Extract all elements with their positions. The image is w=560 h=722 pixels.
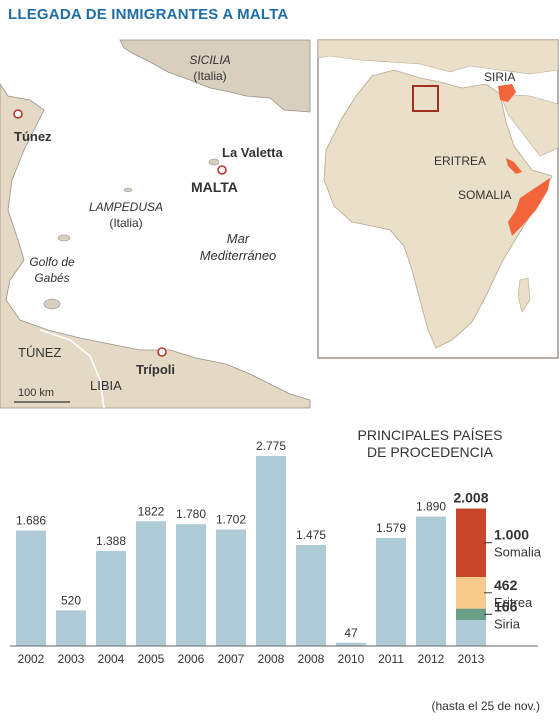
breakdown-name-somalia: Somalia	[494, 545, 542, 560]
bar-2003-1	[56, 610, 86, 646]
bars-group	[16, 456, 446, 646]
chart-title: LLEGADA DE INMIGRANTES A MALTA	[8, 6, 289, 23]
x-tick-11: 2013	[458, 652, 485, 666]
siria-label: SIRIA	[484, 70, 515, 84]
libia-label: LIBIA	[90, 378, 122, 393]
value-label-1: 520	[61, 593, 81, 607]
lampedusa-island	[123, 187, 133, 193]
value-label-4: 1.780	[176, 507, 206, 521]
bar-chart: PRINCIPALES PAÍSES DE PROCEDENCIA 1.686 5…	[10, 427, 542, 713]
sicilia-country-label: (Italia)	[193, 69, 226, 83]
inset-map: SIRIA ERITREA SOMALIA	[317, 39, 559, 359]
value-label-8: 47	[344, 626, 358, 640]
value-labels-group: 1.686 520 1.388 1822 1.780 1.702 2.775 1.475 47 1…	[16, 439, 489, 640]
scale-label: 100 km	[18, 387, 54, 399]
la-valetta-label: La Valetta	[222, 145, 283, 160]
lampedusa-country-label: (Italia)	[109, 216, 142, 230]
bar-2013-segment-somalia	[456, 508, 486, 577]
value-label-3: 1822	[138, 504, 165, 518]
north-africa-landmass	[0, 83, 311, 409]
x-tick-1: 2003	[58, 652, 85, 666]
sicilia-label: SICILIA	[189, 53, 230, 67]
africa-landmass	[323, 69, 553, 349]
x-tick-2: 2004	[98, 652, 125, 666]
tunez-country-label: TÚNEZ	[18, 345, 61, 360]
x-tick-3: 2005	[138, 652, 165, 666]
x-tick-8: 2010	[338, 652, 365, 666]
x-tick-6: 2008	[258, 652, 285, 666]
breakdown-2013-group: 166 Siria 462 Eritrea 1.000 Somalia	[456, 508, 542, 646]
value-label-9: 1.579	[376, 521, 406, 535]
tripoli-label: Trípoli	[136, 362, 175, 377]
chart-subtitle-line1: PRINCIPALES PAÍSES	[358, 427, 503, 443]
main-map: SICILIA (Italia) Túnez La Valetta MALTA …	[0, 39, 311, 409]
tunez-city-label: Túnez	[14, 129, 52, 144]
bar-2007-5	[216, 529, 246, 646]
bar-2011-9	[376, 537, 406, 646]
bar-2005-3	[136, 521, 166, 646]
bar-2004-2	[96, 550, 126, 646]
breakdown-value-siria: 166	[494, 598, 518, 614]
malta-island	[208, 158, 220, 166]
mar-label-line2: Mediterráneo	[200, 248, 277, 263]
bar-2013-segment-siria	[456, 608, 486, 620]
eritrea-highlight	[506, 158, 522, 174]
bar-2006-4	[176, 524, 206, 646]
lampedusa-label: LAMPEDUSA	[89, 200, 163, 214]
value-label-11: 2.008	[453, 490, 488, 506]
breakdown-name-siria: Siria	[494, 616, 521, 631]
breakdown-value-eritrea: 462	[494, 577, 518, 593]
x-tick-4: 2006	[178, 652, 205, 666]
value-label-7: 1.475	[296, 528, 326, 542]
x-tick-10: 2012	[418, 652, 445, 666]
siria-highlight	[498, 84, 516, 102]
value-label-5: 1.702	[216, 512, 246, 526]
madagascar	[517, 277, 531, 313]
malta-locator-box	[412, 85, 439, 112]
value-label-6: 2.775	[256, 439, 286, 453]
tunez-marker	[13, 109, 23, 119]
golfo-label-line2: Gabés	[34, 271, 69, 285]
somalia-label: SOMALIA	[458, 188, 511, 202]
x-tick-0: 2002	[18, 652, 45, 666]
sicily-landmass	[119, 39, 311, 113]
bar-2008-6	[256, 456, 286, 646]
bar-2008-7	[296, 545, 326, 646]
value-label-0: 1.686	[16, 514, 46, 528]
value-label-10: 1.890	[416, 500, 446, 514]
bar-2012-10	[416, 516, 446, 646]
mar-label-line1: Mar	[227, 231, 250, 246]
golfo-label-line1: Golfo de	[29, 255, 75, 269]
bar-2002-0	[16, 530, 46, 646]
bar-2010-8	[336, 642, 366, 646]
bar-2013-other-segment	[456, 619, 486, 646]
chart-subtitle-line2: DE PROCEDENCIA	[367, 444, 494, 460]
breakdown-value-somalia: 1.000	[494, 527, 529, 543]
malta-label: MALTA	[191, 179, 238, 195]
x-tick-9: 2011	[378, 652, 404, 666]
x-tick-7: 2008	[298, 652, 325, 666]
la-valetta-marker	[217, 165, 227, 175]
maps-area: SICILIA (Italia) Túnez La Valetta MALTA …	[0, 39, 559, 409]
chart-note: (hasta el 25 de nov.)	[431, 699, 540, 713]
eritrea-label: ERITREA	[434, 154, 486, 168]
tripoli-marker	[157, 347, 167, 357]
x-tick-labels-group: 2002 2003 2004 2005 2006 2007 2008 2008 2010 2011…	[18, 652, 485, 666]
breakdown-name-eritrea: Eritrea	[494, 595, 533, 610]
x-tick-5: 2007	[218, 652, 245, 666]
value-label-2: 1.388	[96, 534, 126, 548]
somalia-highlight	[508, 178, 550, 236]
bar-2013-segment-eritrea	[456, 576, 486, 609]
